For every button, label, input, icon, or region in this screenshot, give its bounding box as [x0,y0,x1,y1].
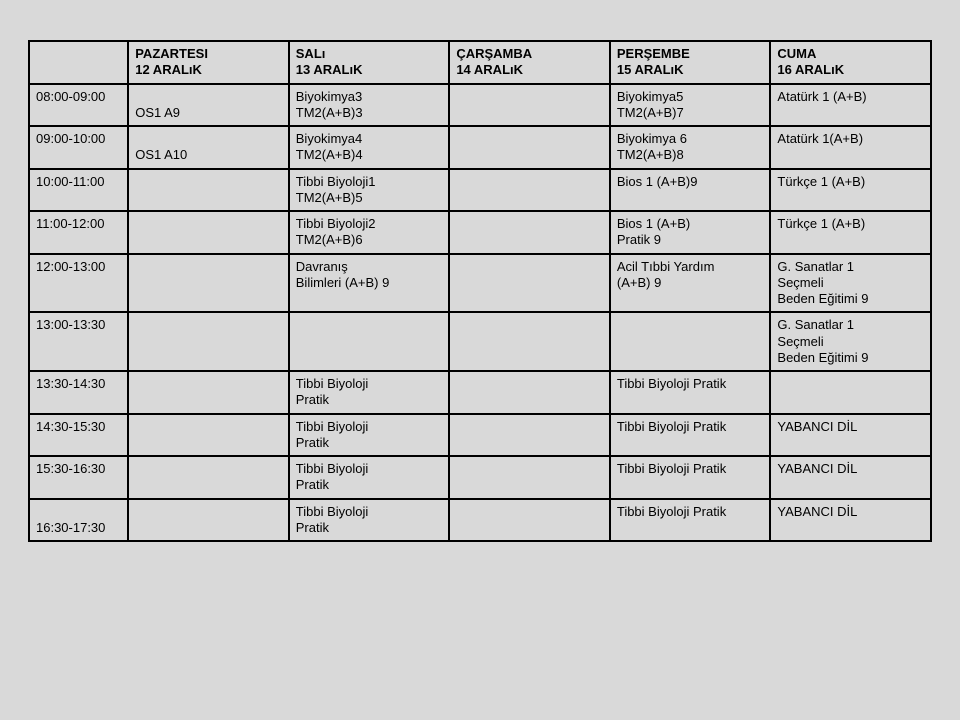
cell-tue: Tibbi Biyoloji2TM2(A+B)6 [289,211,450,254]
header-l1: PAZARTESI [135,46,208,61]
table-row: 11:00-12:00 Tibbi Biyoloji2TM2(A+B)6 Bios … [29,211,931,254]
header-l1: ÇARŞAMBA [456,46,532,61]
cell-mon [128,456,289,499]
header-tue: SALı 13 ARALıK [289,41,450,84]
cell-mon [128,414,289,457]
cell-wed [449,169,610,212]
cell-wed [449,254,610,313]
cell-fri [770,371,931,414]
cell-wed [449,211,610,254]
cell-wed [449,456,610,499]
time-cell: 14:30-15:30 [29,414,128,457]
table-row: 09:00-10:00OS1 A10Biyokimya4TM2(A+B)4 Biy… [29,126,931,169]
cell-wed [449,499,610,542]
header-l2: 16 ARALıK [777,62,844,77]
cell-thu: Biyokimya5TM2(A+B)7 [610,84,771,127]
cell-mon: OS1 A9 [128,84,289,127]
cell-fri: Atatürk 1 (A+B) [770,84,931,127]
cell-mon [128,499,289,542]
cell-wed [449,312,610,371]
table-row: 16:30-17:30 Tibbi BiyolojiPratik Tibbi Biy… [29,499,931,542]
cell-thu [610,312,771,371]
header-fri: CUMA 16 ARALıK [770,41,931,84]
header-l2: 13 ARALıK [296,62,363,77]
cell-thu: Biyokimya 6TM2(A+B)8 [610,126,771,169]
cell-thu: Tibbi Biyoloji Pratik [610,499,771,542]
cell-thu: Bios 1 (A+B)9 [610,169,771,212]
cell-tue: Tibbi BiyolojiPratik [289,414,450,457]
cell-wed [449,414,610,457]
time-cell: 08:00-09:00 [29,84,128,127]
cell-mon [128,211,289,254]
cell-fri: Atatürk 1(A+B) [770,126,931,169]
schedule-body: 08:00-09:00OS1 A9Biyokimya3TM2(A+B)3Biyo… [29,84,931,542]
cell-mon [128,169,289,212]
cell-fri: G. Sanatlar 1SeçmeliBeden Eğitimi 9 [770,312,931,371]
cell-fri: YABANCI DİL [770,499,931,542]
cell-tue: Biyokimya3TM2(A+B)3 [289,84,450,127]
cell-fri: Türkçe 1 (A+B) [770,169,931,212]
header-row: PAZARTESI 12 ARALıK SALı 13 ARALıK ÇARŞA… [29,41,931,84]
cell-thu: Bios 1 (A+B)Pratik 9 [610,211,771,254]
time-cell: 13:30-14:30 [29,371,128,414]
cell-fri: YABANCI DİL [770,456,931,499]
cell-wed [449,84,610,127]
table-row: 13:00-13:30 G. Sanatlar 1SeçmeliBeden Eği… [29,312,931,371]
cell-thu: Tibbi Biyoloji Pratik [610,414,771,457]
cell-mon [128,371,289,414]
time-cell: 09:00-10:00 [29,126,128,169]
table-row: 14:30-15:30 Tibbi BiyolojiPratik Tibbi Biy… [29,414,931,457]
time-cell: 13:00-13:30 [29,312,128,371]
time-cell: 15:30-16:30 [29,456,128,499]
cell-tue [289,312,450,371]
time-cell: 12:00-13:00 [29,254,128,313]
table-row: 08:00-09:00OS1 A9Biyokimya3TM2(A+B)3 Biyo… [29,84,931,127]
cell-wed [449,126,610,169]
time-cell: 10:00-11:00 [29,169,128,212]
header-thu: PERŞEMBE 15 ARALıK [610,41,771,84]
cell-fri: Türkçe 1 (A+B) [770,211,931,254]
cell-fri: G. Sanatlar 1SeçmeliBeden Eğitimi 9 [770,254,931,313]
cell-tue: Tibbi BiyolojiPratik [289,456,450,499]
cell-tue: DavranışBilimleri (A+B) 9 [289,254,450,313]
header-l1: CUMA [777,46,816,61]
time-cell: 16:30-17:30 [29,499,128,542]
header-l2: 12 ARALıK [135,62,202,77]
cell-thu: Acil Tıbbi Yardım(A+B) 9 [610,254,771,313]
cell-tue: Tibbi BiyolojiPratik [289,499,450,542]
schedule-page: PAZARTESI 12 ARALıK SALı 13 ARALıK ÇARŞA… [0,0,960,720]
cell-tue: Biyokimya4TM2(A+B)4 [289,126,450,169]
table-row: 13:30-14:30 Tibbi BiyolojiPratik Tibbi Biy… [29,371,931,414]
header-l2: 14 ARALıK [456,62,523,77]
header-l2: 15 ARALıK [617,62,684,77]
header-l1: PERŞEMBE [617,46,690,61]
cell-fri: YABANCI DİL [770,414,931,457]
time-cell: 11:00-12:00 [29,211,128,254]
header-l1: SALı [296,46,326,61]
cell-wed [449,371,610,414]
cell-mon [128,312,289,371]
header-blank [29,41,128,84]
cell-tue: Tibbi Biyoloji1TM2(A+B)5 [289,169,450,212]
header-mon: PAZARTESI 12 ARALıK [128,41,289,84]
table-row: 15:30-16:30 Tibbi BiyolojiPratik Tibbi Biy… [29,456,931,499]
cell-mon [128,254,289,313]
cell-tue: Tibbi BiyolojiPratik [289,371,450,414]
cell-thu: Tibbi Biyoloji Pratik [610,456,771,499]
header-wed: ÇARŞAMBA 14 ARALıK [449,41,610,84]
cell-thu: Tibbi Biyoloji Pratik [610,371,771,414]
cell-mon: OS1 A10 [128,126,289,169]
table-row: 12:00-13:00 DavranışBilimleri (A+B) 9 Acil… [29,254,931,313]
table-row: 10:00-11:00 Tibbi Biyoloji1TM2(A+B)5 Bios … [29,169,931,212]
schedule-table: PAZARTESI 12 ARALıK SALı 13 ARALıK ÇARŞA… [28,40,932,542]
